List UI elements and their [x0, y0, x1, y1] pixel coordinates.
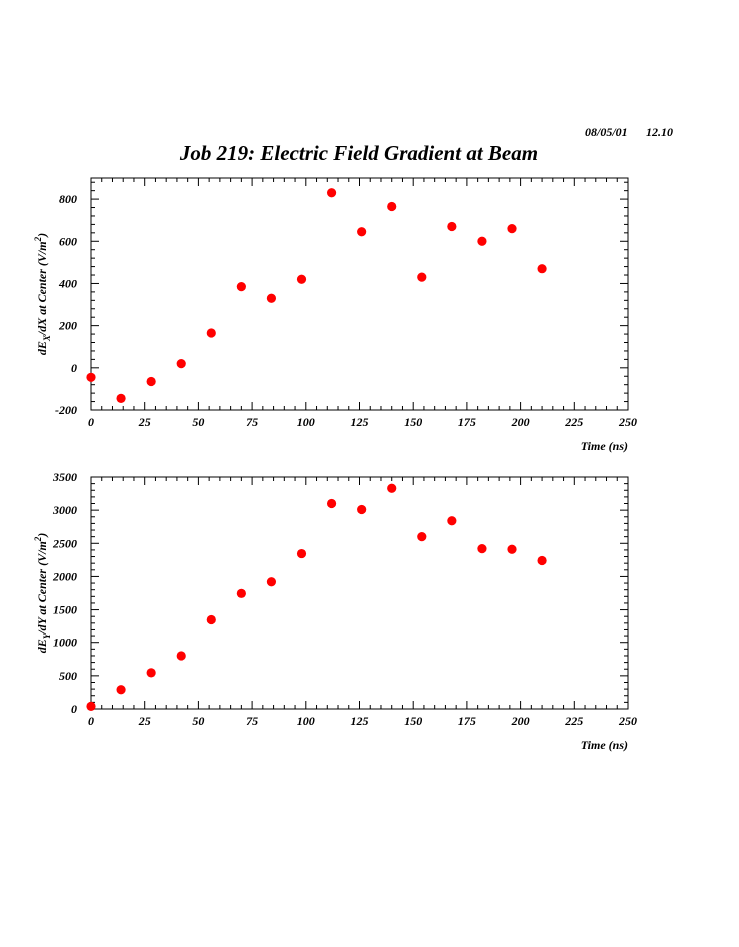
- x-tick-label: 225: [564, 714, 583, 728]
- data-point: [387, 201, 397, 212]
- data-point: [326, 188, 337, 198]
- data-point: [296, 548, 307, 559]
- data-point: [537, 555, 547, 566]
- data-point: [507, 544, 517, 554]
- plot-frame: [90, 177, 629, 411]
- data-point: [477, 543, 487, 554]
- x-axis-title: Time (ns): [581, 439, 628, 453]
- x-tick-label: 25: [138, 415, 151, 429]
- data-point: [266, 293, 277, 303]
- data-point: [296, 274, 307, 284]
- data-point: [236, 588, 246, 598]
- y-tick-label: 0: [71, 702, 77, 716]
- x-tick-label: 50: [192, 415, 204, 429]
- data-point: [206, 328, 216, 338]
- x-tick-label: 75: [246, 714, 258, 728]
- y-tick-label: 3000: [52, 503, 77, 517]
- data-point: [507, 224, 517, 234]
- data-point: [236, 282, 246, 292]
- data-point: [116, 685, 126, 695]
- data-point: [176, 651, 186, 661]
- data-point: [176, 359, 186, 369]
- y-tick-label: 2000: [52, 569, 77, 583]
- y-tick-label: 500: [59, 669, 77, 683]
- x-tick-label: 100: [297, 415, 315, 429]
- figure-title: Job 219: Electric Field Gradient at Beam: [179, 141, 538, 165]
- x-tick-label: 0: [88, 415, 94, 429]
- data-point: [447, 516, 457, 526]
- x-tick-label: 125: [351, 714, 369, 728]
- data-point: [116, 393, 126, 403]
- data-point: [417, 272, 427, 282]
- plot-bottom-dEy-dy: 0 25 50 75 100 125 150 175 200 225 250050010001500…: [33, 470, 637, 752]
- data-point: [537, 264, 547, 274]
- y-tick-label: 2500: [52, 536, 77, 550]
- data-point: [477, 236, 487, 246]
- data-point: [146, 668, 156, 678]
- data-point: [86, 372, 96, 382]
- x-tick-label: 150: [404, 415, 422, 429]
- x-tick-label: 0: [88, 714, 94, 728]
- y-tick-label: 400: [58, 276, 77, 290]
- data-point: [266, 577, 277, 587]
- y-tick-label: 0: [71, 361, 77, 375]
- y-tick-label: 1000: [53, 636, 77, 650]
- data-point: [387, 483, 397, 493]
- time-label: 12.10: [646, 125, 673, 139]
- x-axis-title: Time (ns): [581, 738, 628, 752]
- x-tick-label: 250: [618, 714, 637, 728]
- y-axis-title: dEY/dY at Center (V/m2): [33, 533, 52, 654]
- x-tick-label: 175: [458, 415, 476, 429]
- data-point: [447, 221, 457, 232]
- x-tick-label: 175: [458, 714, 476, 728]
- data-point: [417, 532, 427, 542]
- plot-top-dEx-dx: 0 25 50 75 100 125 150 175 200 225 250 -200 0 200 400 6…: [33, 177, 637, 453]
- y-tick-label: -200: [55, 403, 77, 417]
- x-tick-label: 25: [138, 714, 151, 728]
- y-tick-label: 800: [59, 192, 77, 206]
- y-axis-title: dEX/dX at Center (V/m2): [33, 233, 52, 355]
- data-point: [326, 498, 337, 509]
- x-tick-label: 75: [246, 415, 258, 429]
- y-tick-label: 3500: [52, 470, 77, 484]
- data-point: [206, 614, 216, 625]
- x-tick-label: 150: [404, 714, 422, 728]
- x-tick-label: 200: [511, 415, 530, 429]
- data-point: [357, 227, 367, 237]
- x-tick-label: 225: [564, 415, 583, 429]
- data-point: [86, 701, 96, 711]
- x-tick-label: 50: [192, 714, 204, 728]
- data-point: [357, 504, 367, 515]
- x-tick-label: 250: [618, 415, 637, 429]
- x-tick-label: 100: [297, 714, 315, 728]
- x-tick-label: 200: [511, 714, 530, 728]
- data-point: [146, 376, 156, 387]
- date-label: 08/05/01: [585, 125, 628, 139]
- x-tick-label: 125: [351, 415, 369, 429]
- y-tick-label: 1500: [53, 603, 77, 617]
- y-tick-label: 600: [59, 234, 77, 248]
- y-tick-label: 200: [58, 319, 77, 333]
